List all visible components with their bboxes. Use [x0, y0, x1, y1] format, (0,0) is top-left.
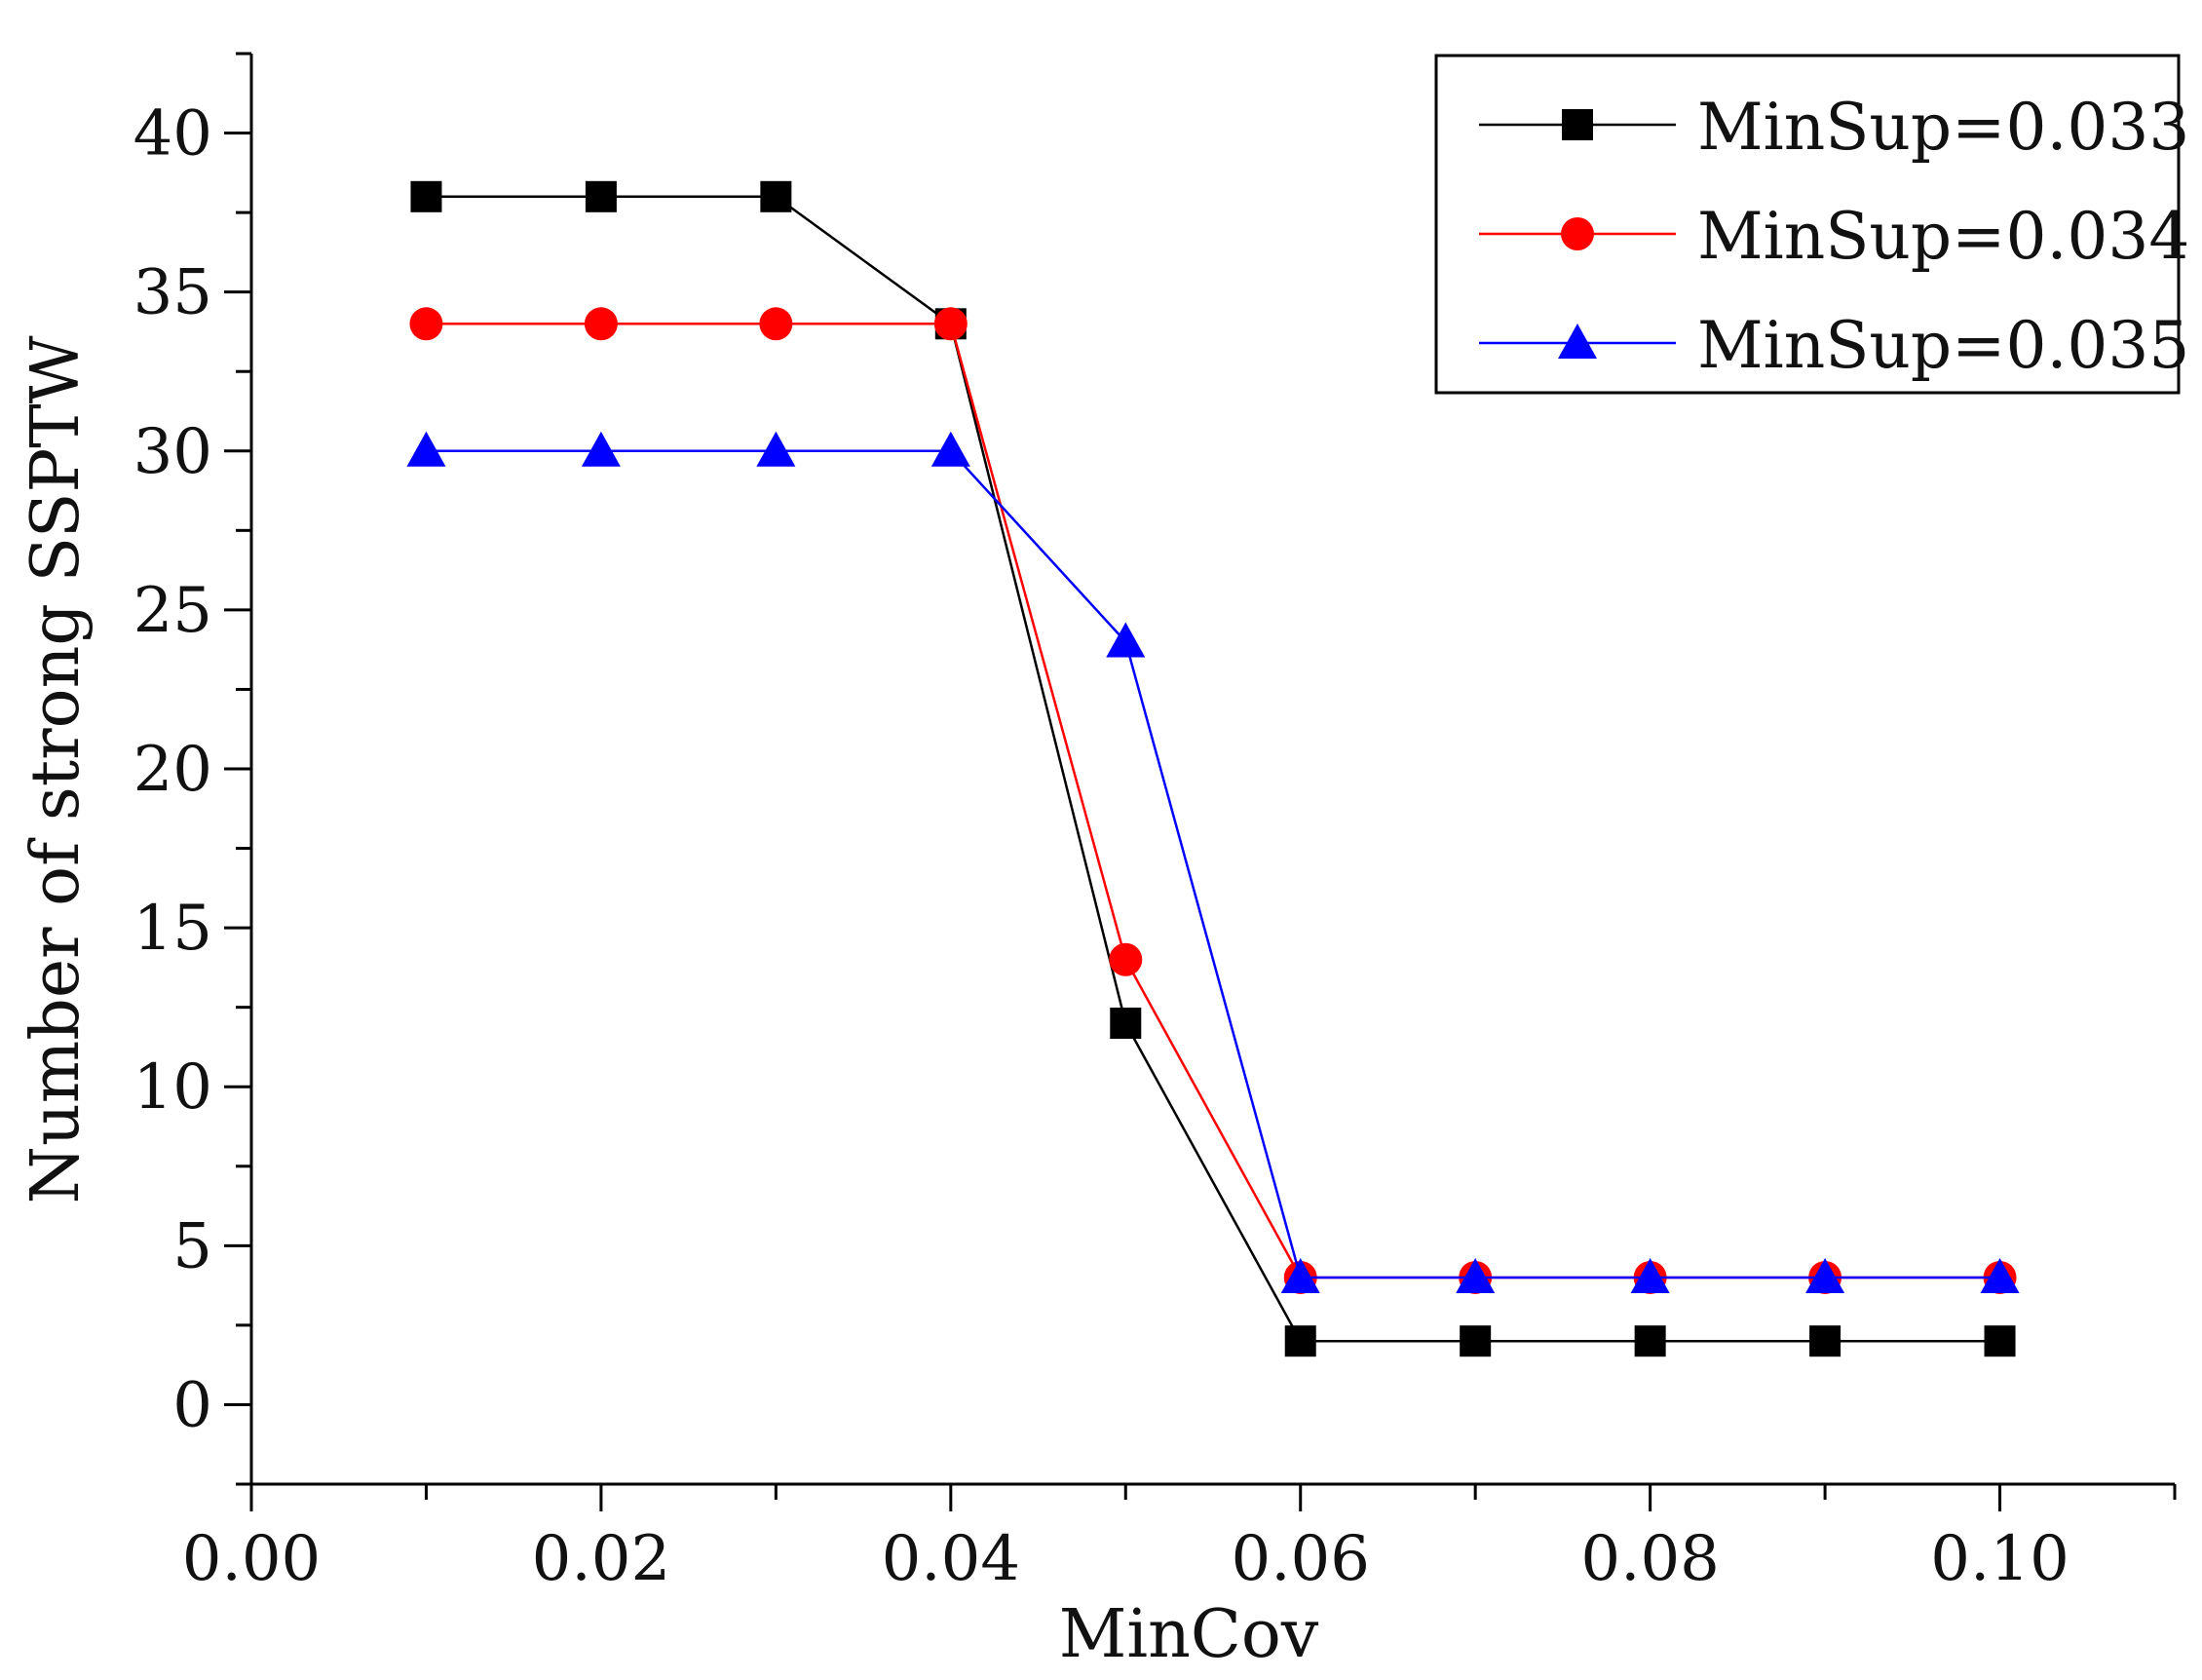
- data-point: [1630, 1257, 1670, 1293]
- data-point: [756, 431, 796, 467]
- series-3: [406, 431, 2020, 1293]
- legend-marker: [1558, 324, 1597, 359]
- data-point: [930, 431, 970, 467]
- data-point: [1284, 1325, 1316, 1357]
- series-1: [410, 180, 2016, 1357]
- plot-series: [406, 180, 2020, 1357]
- data-point: [584, 307, 618, 341]
- series-line: [426, 449, 2000, 1279]
- legend-label: MinSup=0.034: [1697, 199, 2189, 274]
- data-point: [759, 307, 793, 341]
- data-point: [585, 180, 617, 212]
- x-tick-label: 0.04: [882, 1523, 1021, 1595]
- data-point: [1984, 1325, 2016, 1357]
- x-axis-title: MinCov: [1059, 1596, 1319, 1673]
- data-point: [1109, 942, 1143, 976]
- legend-box: [1434, 54, 2181, 395]
- data-point: [1110, 1007, 1142, 1039]
- data-point: [933, 307, 968, 341]
- y-tick-label: 5: [172, 1210, 212, 1282]
- data-point: [1809, 1325, 1841, 1357]
- data-point: [1805, 1257, 1845, 1293]
- legend-item: MinSup=0.034: [1479, 199, 2189, 274]
- data-point: [1634, 1325, 1666, 1357]
- data-point: [760, 180, 792, 212]
- y-tick-label: 10: [133, 1051, 212, 1124]
- y-axis-title: Number of strong SSPTW: [18, 335, 95, 1203]
- axes: 0.00 0.02 0.04 0.06 0.08 0.10 0 5 10 15 20 25 30 35 40: [133, 52, 2177, 1595]
- y-tick-label: 15: [133, 893, 212, 965]
- x-tick-label: 0.06: [1231, 1523, 1370, 1595]
- data-point: [1456, 1257, 1496, 1293]
- series-line: [426, 323, 2000, 1279]
- data-point: [406, 431, 446, 467]
- y-tick-label: 25: [133, 575, 212, 647]
- legend-item: MinSup=0.035: [1479, 308, 2189, 383]
- x-tick-label: 0.00: [182, 1523, 322, 1595]
- y-tick-label: 35: [133, 257, 212, 329]
- series-2: [409, 307, 2017, 1294]
- legend-marker: [1562, 109, 1593, 140]
- data-point: [410, 180, 442, 212]
- data-point: [1106, 622, 1146, 658]
- y-tick-label: 20: [133, 734, 212, 806]
- y-tick-label: 40: [133, 98, 212, 171]
- x-tick-label: 0.08: [1580, 1523, 1720, 1595]
- y-tick-label: 0: [172, 1369, 212, 1441]
- data-point: [1460, 1325, 1492, 1357]
- legend-item: MinSup=0.033: [1479, 90, 2189, 165]
- data-point: [1280, 1257, 1320, 1293]
- series-line: [426, 195, 2000, 1343]
- data-point: [409, 307, 443, 341]
- y-tick-label: 30: [133, 416, 212, 488]
- legend-marker: [1561, 217, 1594, 250]
- data-point: [581, 431, 621, 467]
- x-tick-label: 0.10: [1930, 1523, 2069, 1595]
- x-tick-label: 0.02: [532, 1523, 671, 1595]
- legend: MinSup=0.033 MinSup=0.034 MinSup=0.035: [1434, 54, 2189, 395]
- legend-label: MinSup=0.033: [1697, 90, 2189, 165]
- legend-label: MinSup=0.035: [1697, 308, 2189, 383]
- data-point: [1980, 1257, 2020, 1293]
